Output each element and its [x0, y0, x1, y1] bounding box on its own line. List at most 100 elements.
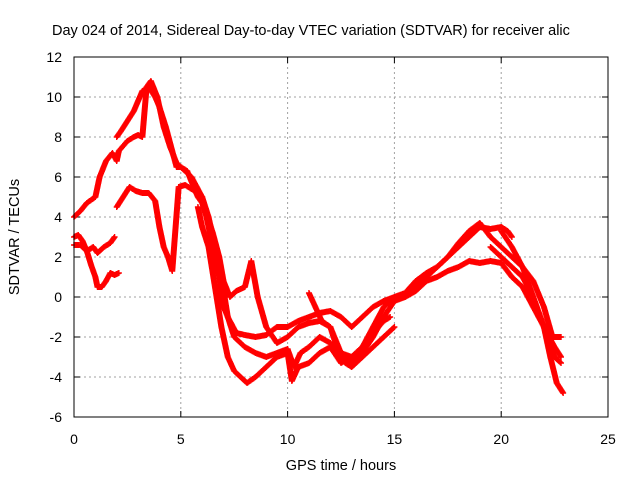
interpolated-points	[381, 324, 397, 340]
interpolated-points	[139, 85, 150, 139]
data-point	[558, 354, 565, 360]
tick-labels: 0 5 10 15 20 25 -6 -4 -2 0 2 4 6 8 10 12	[46, 49, 616, 447]
interpolated-points	[306, 334, 322, 350]
interpolated-points	[285, 324, 301, 340]
data-point	[560, 390, 567, 396]
x-tick-label: 5	[177, 431, 185, 447]
interpolated-points	[227, 288, 239, 300]
interpolated-points	[509, 264, 525, 280]
y-tick-label: 2	[54, 249, 62, 265]
interpolated-points	[370, 318, 386, 336]
x-tick-label: 25	[600, 431, 616, 447]
interpolated-points	[360, 344, 376, 360]
series-6	[194, 204, 394, 386]
y-tick-label: 12	[46, 49, 62, 65]
y-tick-label: 10	[46, 89, 62, 105]
interpolated-points	[509, 245, 525, 269]
interpolated-points	[530, 295, 547, 329]
chart-title: Day 024 of 2014, Sidereal Day-to-day VTE…	[52, 23, 570, 39]
interpolated-points	[156, 225, 167, 249]
data-point	[508, 234, 515, 240]
interpolated-points	[169, 185, 182, 273]
interpolated-points	[306, 291, 318, 309]
interpolated-points	[195, 190, 205, 200]
y-tick-label: -4	[50, 369, 63, 385]
interpolated-points	[498, 229, 515, 249]
series-1	[71, 78, 515, 340]
interpolated-points	[456, 234, 472, 250]
interpolated-points	[232, 334, 243, 346]
interpolated-points	[499, 254, 514, 270]
interpolated-points	[505, 229, 515, 239]
y-tick-label: 0	[54, 289, 62, 305]
interpolated-points	[225, 355, 237, 373]
interpolated-points	[520, 275, 536, 299]
interpolated-points	[349, 314, 365, 330]
interpolated-points	[212, 245, 225, 279]
interpolated-points	[97, 159, 109, 179]
interpolated-points	[435, 254, 450, 270]
y-tick-label: -2	[50, 329, 63, 345]
interpolated-points	[488, 244, 504, 260]
interpolated-points	[349, 354, 365, 370]
x-tick-label: 0	[70, 431, 78, 447]
x-tick-label: 20	[493, 431, 509, 447]
interpolated-points	[248, 259, 261, 299]
interpolated-points	[312, 305, 325, 323]
interpolated-points	[75, 233, 85, 243]
interpolated-points	[71, 208, 83, 220]
interpolated-points	[552, 354, 564, 366]
interpolated-points	[116, 138, 130, 154]
data-points	[71, 78, 567, 396]
interpolated-points	[99, 279, 109, 289]
interpolated-points	[95, 244, 106, 256]
interpolated-points	[530, 279, 547, 309]
series-8	[498, 228, 565, 340]
interpolated-points	[112, 270, 121, 278]
interpolated-points	[541, 305, 556, 339]
series-5	[71, 234, 118, 256]
interpolated-points	[456, 228, 472, 246]
interpolated-points	[402, 278, 418, 296]
interpolated-points	[306, 350, 322, 366]
interpolated-points	[402, 284, 418, 300]
interpolated-points	[255, 295, 269, 329]
data-point	[558, 360, 565, 366]
plot-frame	[73, 56, 609, 418]
interpolated-points	[238, 340, 248, 350]
y-tick-label: 8	[54, 129, 62, 145]
interpolated-points	[370, 305, 387, 329]
interpolated-points	[178, 164, 194, 180]
interpolated-points	[328, 345, 344, 365]
interpolated-points	[381, 299, 397, 319]
interpolated-points	[78, 201, 90, 213]
y-axis-label: SDTVAR / TECUs	[7, 179, 23, 295]
interpolated-points	[467, 224, 482, 240]
interpolated-points	[156, 105, 169, 129]
interpolated-points	[499, 244, 514, 260]
interpolated-points	[146, 191, 158, 203]
interpolated-points	[349, 350, 365, 366]
series-7	[487, 244, 567, 396]
interpolated-points	[108, 270, 117, 278]
interpolated-points	[131, 132, 141, 140]
interpolated-points	[477, 221, 493, 239]
interpolated-points	[520, 285, 536, 309]
interpolated-points	[218, 325, 231, 359]
interpolated-points	[360, 335, 376, 355]
interpolated-points	[413, 278, 429, 294]
interpolated-points	[413, 274, 429, 290]
interpolated-points	[114, 129, 124, 139]
y-tick-label: 6	[54, 169, 62, 185]
interpolated-points	[509, 274, 525, 290]
interpolated-points	[370, 334, 386, 350]
interpolated-points	[205, 215, 218, 249]
interpolated-points	[225, 315, 237, 339]
interpolated-points	[264, 354, 280, 370]
series-9	[305, 290, 398, 370]
interpolated-points	[338, 314, 354, 330]
interpolated-points	[199, 195, 212, 219]
y-tick-label: -6	[50, 409, 63, 425]
series-4	[71, 232, 122, 290]
